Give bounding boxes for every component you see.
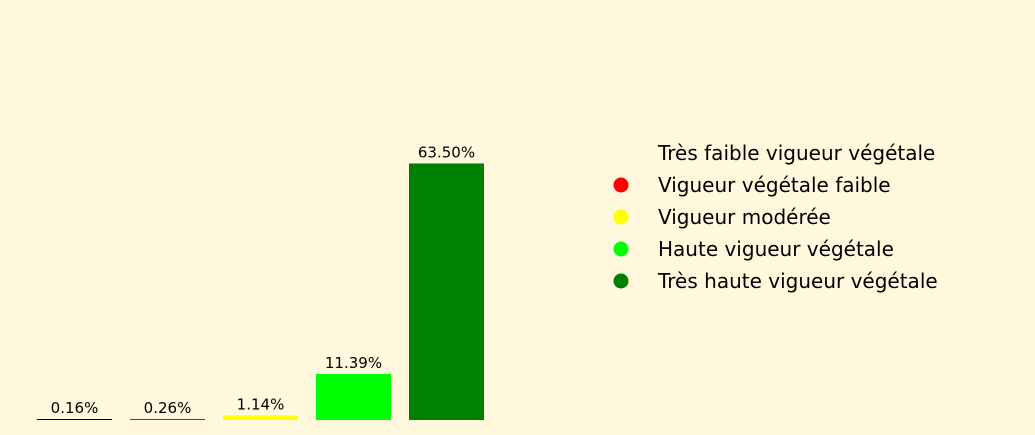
- bar-labels-group: 0.16% 0.26% 1.14% 11.39% 63.50%: [51, 143, 475, 417]
- legend-label-2: Vigueur végétale faible: [658, 173, 891, 197]
- legend: Très faible vigueur végétale Vigueur végé…: [613, 141, 938, 293]
- legend-label-5: Très haute vigueur végétale: [657, 269, 938, 293]
- bar-value-label-3: 1.14%: [237, 395, 285, 413]
- legend-marker-5: [613, 273, 629, 289]
- legend-label-3: Vigueur modérée: [658, 205, 831, 229]
- legend-label-1: Très faible vigueur végétale: [657, 141, 935, 165]
- legend-marker-4: [613, 241, 629, 257]
- bar-value-label-1: 0.16%: [51, 399, 99, 417]
- legend-marker-3: [613, 209, 629, 225]
- bar-1: [37, 419, 112, 420]
- bar-value-label-5: 63.50%: [418, 143, 475, 161]
- bar-3: [223, 415, 298, 420]
- legend-marker-1: [613, 145, 629, 161]
- bar-2: [130, 418, 205, 420]
- legend-label-4: Haute vigueur végétale: [658, 237, 894, 261]
- bars-group: [37, 163, 484, 420]
- bar-4: [316, 373, 391, 420]
- bar-5: [409, 163, 484, 420]
- bar-value-label-4: 11.39%: [325, 354, 382, 372]
- bar-value-label-2: 0.26%: [144, 399, 192, 417]
- legend-marker-2: [613, 177, 629, 193]
